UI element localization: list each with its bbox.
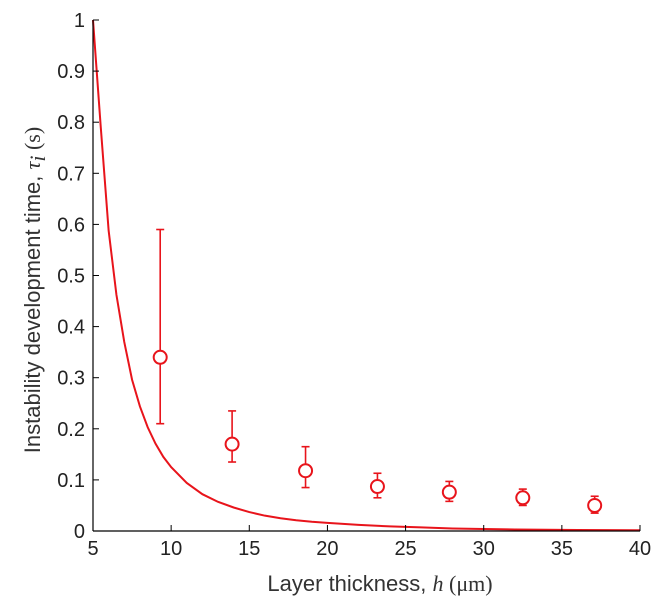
y-tick-label: 0.8	[57, 112, 85, 134]
y-tick-label: 0.7	[57, 163, 85, 185]
axes: 5 10 15 20 25 30 35 40 0 0.1 0.2 0.3 0.4 0.5 0.6 0.7 0.8…	[57, 10, 651, 560]
x-tick-label: 5	[87, 538, 98, 560]
y-tick-label: 0.9	[57, 61, 85, 83]
x-tick-label: 30	[473, 538, 495, 560]
data-point	[515, 490, 531, 506]
y-tick-label: 0.1	[57, 470, 85, 492]
data-point	[224, 436, 240, 452]
data-point	[369, 479, 385, 495]
data-point	[587, 497, 603, 513]
x-tick-label: 15	[238, 538, 260, 560]
x-tick-label: 10	[160, 538, 182, 560]
y-tick-label: 0.2	[57, 419, 85, 441]
data-point	[152, 349, 168, 365]
y-tick-label: 1	[74, 10, 85, 32]
y-tick-label: 0	[74, 521, 85, 543]
y-axis-label: Instability development time, τi (s)	[20, 127, 50, 453]
data-point	[298, 463, 314, 479]
x-axis-label: Layer thickness, h (μm)	[267, 571, 492, 596]
y-tick-label: 0.6	[57, 214, 85, 236]
data-point	[441, 484, 457, 500]
y-tick-label: 0.3	[57, 368, 85, 390]
y-tick-label: 0.4	[57, 317, 85, 339]
plot-area	[92, 19, 641, 532]
x-tick-label: 40	[629, 538, 651, 560]
x-tick-label: 35	[551, 538, 573, 560]
x-tick-label: 25	[394, 538, 416, 560]
y-tick-label: 0.5	[57, 266, 85, 288]
axis-labels: Layer thickness, h (μm) Instability deve…	[20, 127, 493, 596]
x-tick-label: 20	[316, 538, 338, 560]
model-curve	[92, 19, 641, 532]
